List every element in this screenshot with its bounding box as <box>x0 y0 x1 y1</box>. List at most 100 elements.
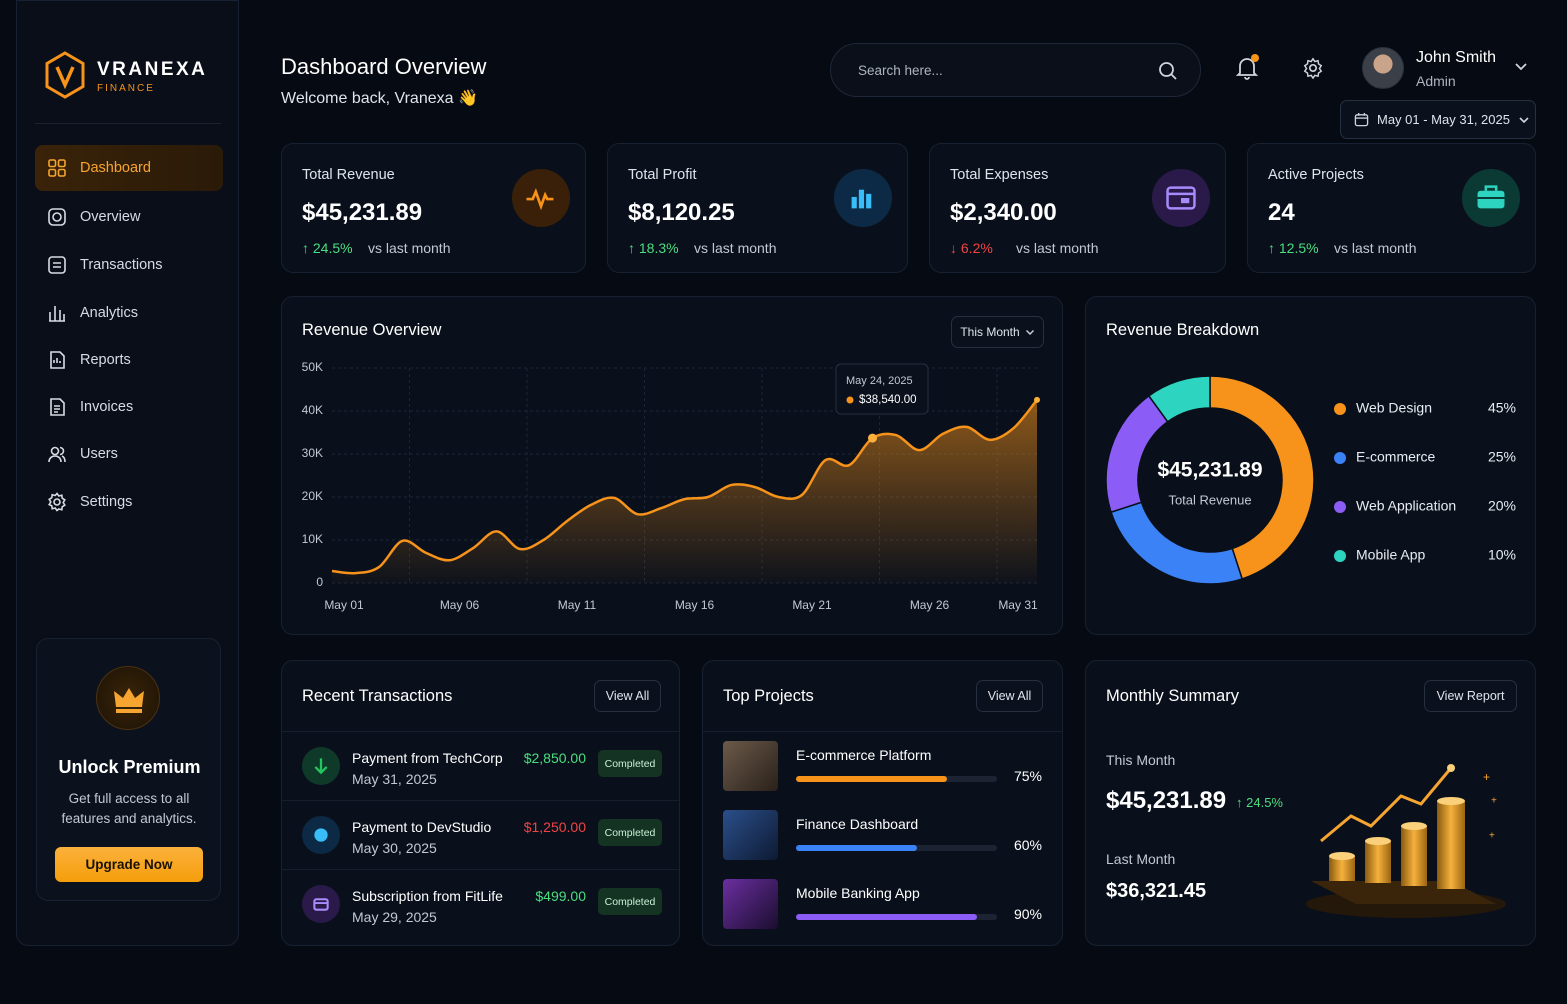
nav-item[interactable]: Dashboard <box>35 145 223 191</box>
stat-card: Total Revenue $45,231.89 ↑ 24.5% vs last… <box>281 143 586 273</box>
user-chevron[interactable] <box>1514 62 1528 72</box>
stat-icon <box>512 169 570 227</box>
transaction-name: Subscription from FitLife <box>352 888 503 904</box>
filter-button[interactable]: This Month <box>951 316 1044 348</box>
transaction-amount: $1,250.00 <box>523 819 586 835</box>
summary-change: ↑ 24.5% <box>1236 795 1283 810</box>
card-title: Revenue Overview <box>302 321 442 339</box>
search-box[interactable]: Search here... <box>830 43 1201 97</box>
stat-change-value: 18.3% <box>638 240 679 256</box>
progress-label: 60% <box>1013 837 1042 853</box>
premium-icon <box>96 666 160 730</box>
transactions-card: Recent Transactions View All Payment fro… <box>281 660 680 946</box>
nav-label: Users <box>80 446 118 462</box>
nav-item[interactable]: Overview <box>35 194 223 240</box>
page-subtitle: Welcome back, Vranexa 👋 <box>281 90 478 107</box>
avatar[interactable] <box>1362 47 1404 89</box>
progress-track <box>796 845 997 851</box>
transaction-name: Payment from TechCorp <box>352 750 503 766</box>
view-all-button[interactable]: View All <box>594 680 661 712</box>
transaction-icon <box>302 747 340 785</box>
nav-item[interactable]: Users <box>35 431 223 477</box>
premium-text: Get full access to all features and anal… <box>61 791 197 826</box>
nav-item[interactable]: Analytics <box>35 290 223 336</box>
stat-icon <box>1152 169 1210 227</box>
stat-change-value: 24.5% <box>312 240 353 256</box>
nav-item[interactable]: Reports <box>35 337 223 383</box>
stat-label: Active Projects <box>1268 167 1364 183</box>
card-title: Recent Transactions <box>302 687 453 705</box>
stat-card: Total Expenses $2,340.00 ↓ 6.2% vs last … <box>929 143 1226 273</box>
transaction-icon <box>302 816 340 854</box>
card-title: Revenue Breakdown <box>1106 321 1260 339</box>
summary-card: Monthly Summary View Report This Month $… <box>1085 660 1536 946</box>
card-title: Top Projects <box>723 687 814 705</box>
transaction-date: May 31, 2025 <box>352 771 437 787</box>
nav-item[interactable]: Invoices <box>35 384 223 430</box>
stat-change-value: 12.5% <box>1278 240 1319 256</box>
nav-label: Analytics <box>80 305 139 321</box>
stat-change: ↑ 18.3% <box>628 240 679 256</box>
premium-card: Unlock Premium Get full access to all fe… <box>36 638 221 901</box>
nav-label: Reports <box>80 352 131 368</box>
transaction-name: Payment to DevStudio <box>352 819 492 835</box>
stat-label: Total Profit <box>628 167 697 183</box>
row-divider <box>282 800 679 801</box>
filter-text: This Month <box>960 325 1020 339</box>
this-month-label: This Month <box>1106 752 1176 768</box>
stat-note: vs last month <box>694 240 777 256</box>
search-placeholder: Search here... <box>858 63 943 78</box>
status-badge: Completed <box>598 888 662 915</box>
nav-item[interactable]: Settings <box>35 479 223 525</box>
view-all-button[interactable]: View All <box>976 680 1043 712</box>
nav-label: Dashboard <box>80 160 151 176</box>
settings-icon[interactable] <box>1302 57 1324 79</box>
stat-label: Total Expenses <box>950 167 1049 183</box>
stat-note: vs last month <box>1334 240 1417 256</box>
stat-icon <box>834 169 892 227</box>
last-month-label: Last Month <box>1106 851 1176 867</box>
nav-label: Settings <box>80 494 133 510</box>
progress-track <box>796 776 997 782</box>
projects-card: Top Projects View All E-commerce Platfor… <box>702 660 1063 946</box>
transaction-date: May 29, 2025 <box>352 909 437 925</box>
user-role: Admin <box>1416 73 1456 89</box>
page-title: Dashboard Overview <box>281 54 487 79</box>
nav-item[interactable]: Transactions <box>35 242 223 288</box>
revenue-overview-card: Revenue Overview This Month <box>281 296 1063 635</box>
stat-value: 24 <box>1268 199 1295 226</box>
stat-note: vs last month <box>368 240 451 256</box>
progress-label: 75% <box>1013 768 1042 784</box>
stat-change-value: 6.2% <box>960 240 993 256</box>
stat-change: ↑ 24.5% <box>302 240 353 256</box>
sidebar: VRANEXA FINANCE Dashboard Overview Transac… <box>16 0 239 946</box>
upgrade-button[interactable]: Upgrade Now <box>55 847 203 882</box>
status-badge: Completed <box>598 819 662 846</box>
project-name: E-commerce Platform <box>796 747 932 763</box>
card-title: Monthly Summary <box>1106 687 1239 705</box>
svg-text:+: + <box>1491 796 1497 807</box>
row-divider <box>282 869 679 870</box>
last-month-value: $36,321.45 <box>1106 880 1207 902</box>
stat-icon <box>1462 169 1520 227</box>
notification-icon[interactable] <box>1235 54 1261 82</box>
project-thumbnail <box>723 741 778 791</box>
stat-label: Total Revenue <box>302 167 395 183</box>
logo-icon <box>45 51 85 99</box>
project-name: Mobile Banking App <box>796 885 920 901</box>
search-icon <box>1159 62 1177 80</box>
svg-text:+: + <box>1489 831 1495 842</box>
stat-card: Active Projects 24 ↑ 12.5% vs last month <box>1247 143 1536 273</box>
summary-change-value: 24.5% <box>1246 795 1283 810</box>
project-thumbnail <box>723 810 778 860</box>
project-thumbnail <box>723 879 778 929</box>
growth-illustration: + + + <box>1306 764 1506 918</box>
brand-sub: FINANCE <box>97 83 155 94</box>
date-range[interactable]: May 01 - May 31, 2025 <box>1340 100 1536 139</box>
view-report-button[interactable]: View Report <box>1424 680 1517 712</box>
this-month-value: $45,231.89 <box>1106 787 1227 814</box>
row-divider <box>282 731 679 732</box>
stat-value: $8,120.25 <box>628 199 735 226</box>
transaction-icon <box>302 885 340 923</box>
